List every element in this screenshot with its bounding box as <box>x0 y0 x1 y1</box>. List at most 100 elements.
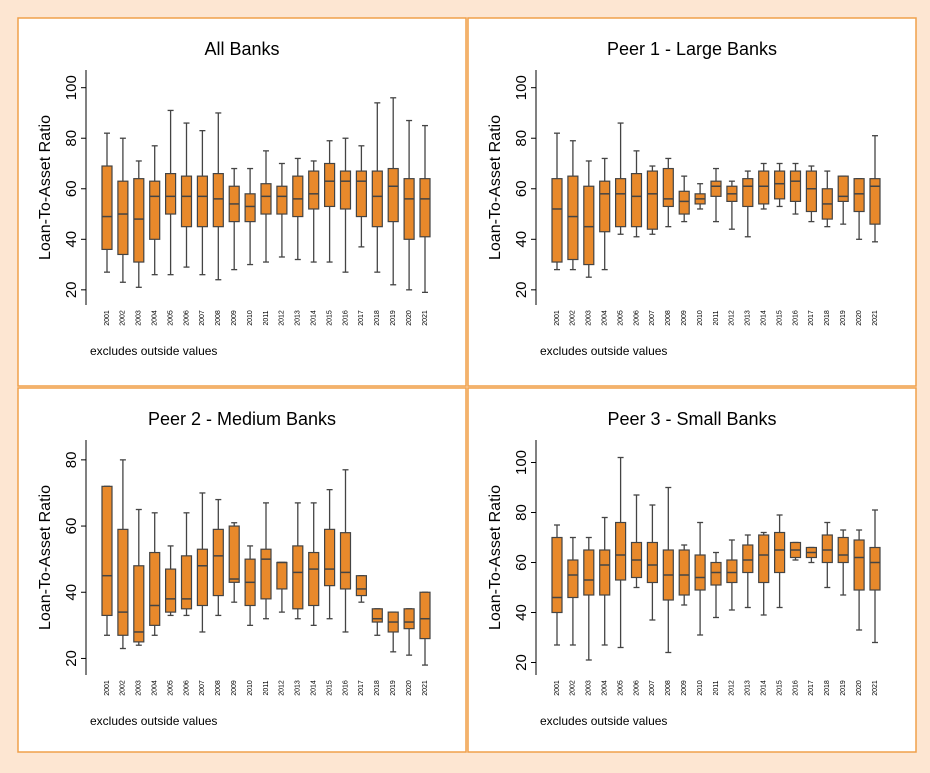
x-tick-label: 2018 <box>824 310 831 326</box>
box <box>355 170 367 218</box>
box <box>324 162 336 208</box>
x-tick-label: 2006 <box>633 310 640 326</box>
x-tick-label: 2010 <box>247 680 254 696</box>
box <box>583 185 595 266</box>
x-tick-label: 2003 <box>136 310 143 326</box>
x-tick-label: 2016 <box>792 310 799 326</box>
box <box>101 165 113 251</box>
box <box>758 170 770 205</box>
x-tick-label: 2006 <box>183 310 190 326</box>
box <box>308 170 320 210</box>
x-tick-label: 2013 <box>745 310 752 326</box>
box <box>742 544 754 574</box>
x-tick-label: 2007 <box>649 680 656 696</box>
panel-title: All Banks <box>204 39 279 59</box>
x-tick-label: 2014 <box>311 310 318 326</box>
x-tick-label: 2015 <box>326 680 333 696</box>
box <box>615 178 627 228</box>
box <box>726 559 738 584</box>
panel: Peer 3 - Small Banks Loan-To-Asset Ratio 2… <box>467 387 917 753</box>
x-tick-label: 2003 <box>586 310 593 326</box>
box <box>371 170 383 228</box>
box <box>196 548 208 607</box>
box <box>567 559 579 599</box>
y-tick-label: 20 <box>63 281 80 298</box>
box <box>212 528 224 597</box>
x-tick-label: 2011 <box>713 310 720 325</box>
box <box>821 534 833 564</box>
x-tick-label: 2007 <box>199 310 206 326</box>
x-tick-label: 2005 <box>167 310 174 326</box>
x-tick-label: 2018 <box>824 680 831 696</box>
x-tick-label: 2003 <box>586 680 593 696</box>
box <box>101 485 113 617</box>
box <box>646 170 658 230</box>
box <box>387 167 399 223</box>
note: excludes outside values <box>540 344 667 358</box>
y-tick-label: 40 <box>513 604 530 621</box>
x-tick-label: 2001 <box>104 680 111 696</box>
box <box>615 521 627 581</box>
x-tick-label: 2001 <box>554 680 561 696</box>
box <box>180 175 193 228</box>
box <box>196 175 208 228</box>
x-tick-label: 2012 <box>729 680 736 696</box>
y-tick-label: 100 <box>513 450 530 475</box>
box <box>837 175 849 202</box>
x-tick-label: 2020 <box>856 680 863 696</box>
box <box>403 608 415 630</box>
x-tick-label: 2009 <box>681 310 688 326</box>
box <box>339 532 352 590</box>
note: excludes outside values <box>90 714 217 728</box>
x-tick-label: 2021 <box>422 310 429 326</box>
x-tick-label: 2011 <box>263 680 270 695</box>
box <box>710 561 722 586</box>
x-tick-label: 2009 <box>231 680 238 696</box>
x-tick-label: 2014 <box>761 680 768 696</box>
x-tick-label: 2019 <box>840 680 847 696</box>
panel-title: Peer 1 - Large Banks <box>607 39 777 59</box>
y-tick-label: 80 <box>513 130 530 147</box>
box <box>403 178 415 240</box>
x-tick-label: 2001 <box>104 310 111 326</box>
box <box>630 173 643 228</box>
x-tick-label: 2020 <box>406 310 413 326</box>
x-tick-label: 2002 <box>570 310 577 326</box>
x-tick-label: 2009 <box>681 680 688 696</box>
panel-title: Peer 2 - Medium Banks <box>148 409 336 429</box>
box <box>117 180 129 256</box>
x-tick-label: 2008 <box>665 310 672 326</box>
x-tick-label: 2010 <box>697 680 704 696</box>
box <box>805 170 817 213</box>
box <box>758 534 770 584</box>
y-tick-label: 40 <box>63 584 80 601</box>
x-tick-label: 2014 <box>761 310 768 326</box>
x-tick-label: 2015 <box>776 680 783 696</box>
x-tick-label: 2013 <box>295 680 302 696</box>
panel: All Banks Loan-To-Asset Ratio 20 40 60 80 100 2… <box>17 17 467 387</box>
box <box>165 173 177 215</box>
y-tick-label: 80 <box>63 452 80 469</box>
y-tick-label: 60 <box>63 180 80 197</box>
x-tick-label: 2005 <box>617 310 624 326</box>
x-tick-label: 2018 <box>374 680 381 696</box>
box <box>260 183 272 215</box>
x-tick-label: 2015 <box>326 310 333 326</box>
x-tick-label: 2004 <box>152 310 159 326</box>
y-axis-label: Loan-To-Asset Ratio <box>487 485 504 630</box>
y-tick-label: 40 <box>63 231 80 248</box>
x-tick-label: 2012 <box>729 310 736 326</box>
x-tick-label: 2008 <box>665 680 672 696</box>
box <box>371 608 383 623</box>
box <box>292 545 304 610</box>
x-tick-label: 2020 <box>406 680 413 696</box>
x-tick-label: 2003 <box>136 680 143 696</box>
box <box>276 185 288 215</box>
x-tick-label: 2018 <box>374 310 381 326</box>
x-tick-label: 2005 <box>617 680 624 696</box>
box <box>599 180 611 233</box>
y-tick-label: 100 <box>63 75 80 100</box>
box <box>567 175 579 261</box>
box <box>742 178 754 208</box>
